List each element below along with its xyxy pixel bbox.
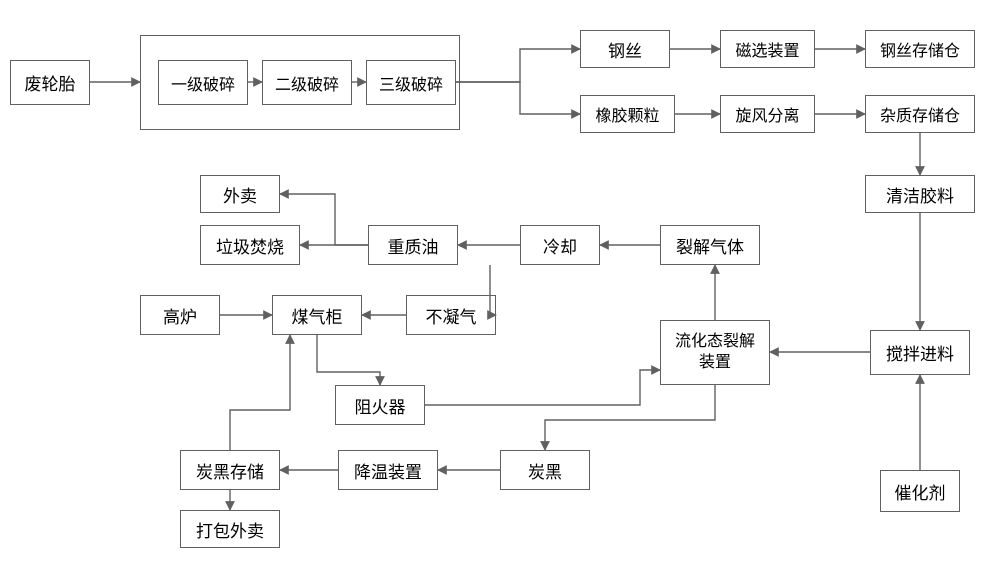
label-crush2: 二级破碎 (275, 71, 339, 95)
node-clean-rubber: 清洁胶料 (865, 175, 975, 213)
label-pack-sell: 打包外卖 (196, 517, 264, 542)
label-cyclone: 旋风分离 (735, 102, 799, 126)
label-non-cond: 不凝气 (426, 303, 477, 328)
node-pack-sell: 打包外卖 (180, 510, 280, 548)
node-crush2: 二级破碎 (262, 60, 352, 105)
node-magnetic: 磁选装置 (720, 30, 815, 68)
label-gas-cabinet: 煤气柜 (292, 303, 343, 328)
node-steel: 钢丝 (580, 30, 670, 68)
label-catalyst: 催化剂 (895, 479, 946, 504)
label-crack-gas: 裂解气体 (676, 233, 744, 258)
label-steel: 钢丝 (608, 37, 642, 62)
label-cooling: 冷却 (543, 233, 577, 258)
label-clean-rubber: 清洁胶料 (886, 182, 954, 207)
node-cyclone: 旋风分离 (720, 95, 815, 133)
label-fluid-crack: 流化态裂解 装置 (665, 332, 765, 374)
node-crush3: 三级破碎 (366, 60, 456, 105)
node-crush1: 一级破碎 (158, 60, 248, 105)
label-heavy-oil: 重质油 (388, 233, 439, 258)
node-crack-gas: 裂解气体 (660, 225, 760, 265)
label-sell1: 外卖 (223, 182, 257, 207)
label-garbage-burn: 垃圾焚烧 (216, 233, 284, 258)
label-cb-store: 炭黑存储 (196, 458, 264, 483)
node-cool-device: 降温装置 (338, 450, 438, 490)
node-fluid-crack: 流化态裂解 装置 (660, 320, 770, 385)
node-garbage-burn: 垃圾焚烧 (200, 225, 300, 265)
node-gas-cabinet: 煤气柜 (272, 295, 362, 335)
label-magnetic: 磁选装置 (735, 37, 799, 61)
node-stir-feed: 搅拌进料 (870, 330, 970, 375)
label-carbon-black: 炭黑 (528, 458, 562, 483)
node-non-cond: 不凝气 (406, 295, 496, 335)
node-blast-furnace: 高炉 (140, 295, 220, 335)
edge-gas_cabinet-to-flame_arrest (317, 335, 380, 385)
edge-fluid_crack-to-carbon_black (545, 385, 715, 450)
node-carbon-black: 炭黑 (500, 450, 590, 490)
node-cb-store: 炭黑存储 (180, 450, 280, 490)
node-cooling: 冷却 (520, 225, 600, 265)
node-flame-arrest: 阻火器 (335, 385, 425, 425)
label-blast-furnace: 高炉 (163, 303, 197, 328)
label-cool-device: 降温装置 (354, 458, 422, 483)
node-impurity-store: 杂质存储仓 (865, 95, 975, 133)
node-sell1: 外卖 (200, 175, 280, 213)
label-flame-arrest: 阻火器 (355, 393, 406, 418)
label-rubber-part: 橡胶颗粒 (595, 102, 659, 126)
label-impurity-store: 杂质存储仓 (880, 102, 960, 126)
label-steel-store: 钢丝存储仓 (880, 37, 960, 61)
node-rubber-part: 橡胶颗粒 (580, 95, 675, 133)
label-stir-feed: 搅拌进料 (886, 340, 954, 365)
node-waste-tire: 废轮胎 (10, 60, 90, 105)
edge-crush3-to-rubber_part (456, 82, 580, 114)
node-steel-store: 钢丝存储仓 (865, 30, 975, 68)
node-heavy-oil: 重质油 (368, 225, 458, 265)
edge-crush3-to-steel (456, 49, 580, 82)
label-waste-tire: 废轮胎 (25, 70, 76, 95)
label-crush1: 一级破碎 (171, 71, 235, 95)
node-catalyst: 催化剂 (880, 470, 960, 512)
label-crush3: 三级破碎 (379, 71, 443, 95)
edge-flame_arrest-to-fluid_crack (425, 370, 660, 405)
edge-cb_store-to-gas_cabinet (230, 335, 290, 450)
